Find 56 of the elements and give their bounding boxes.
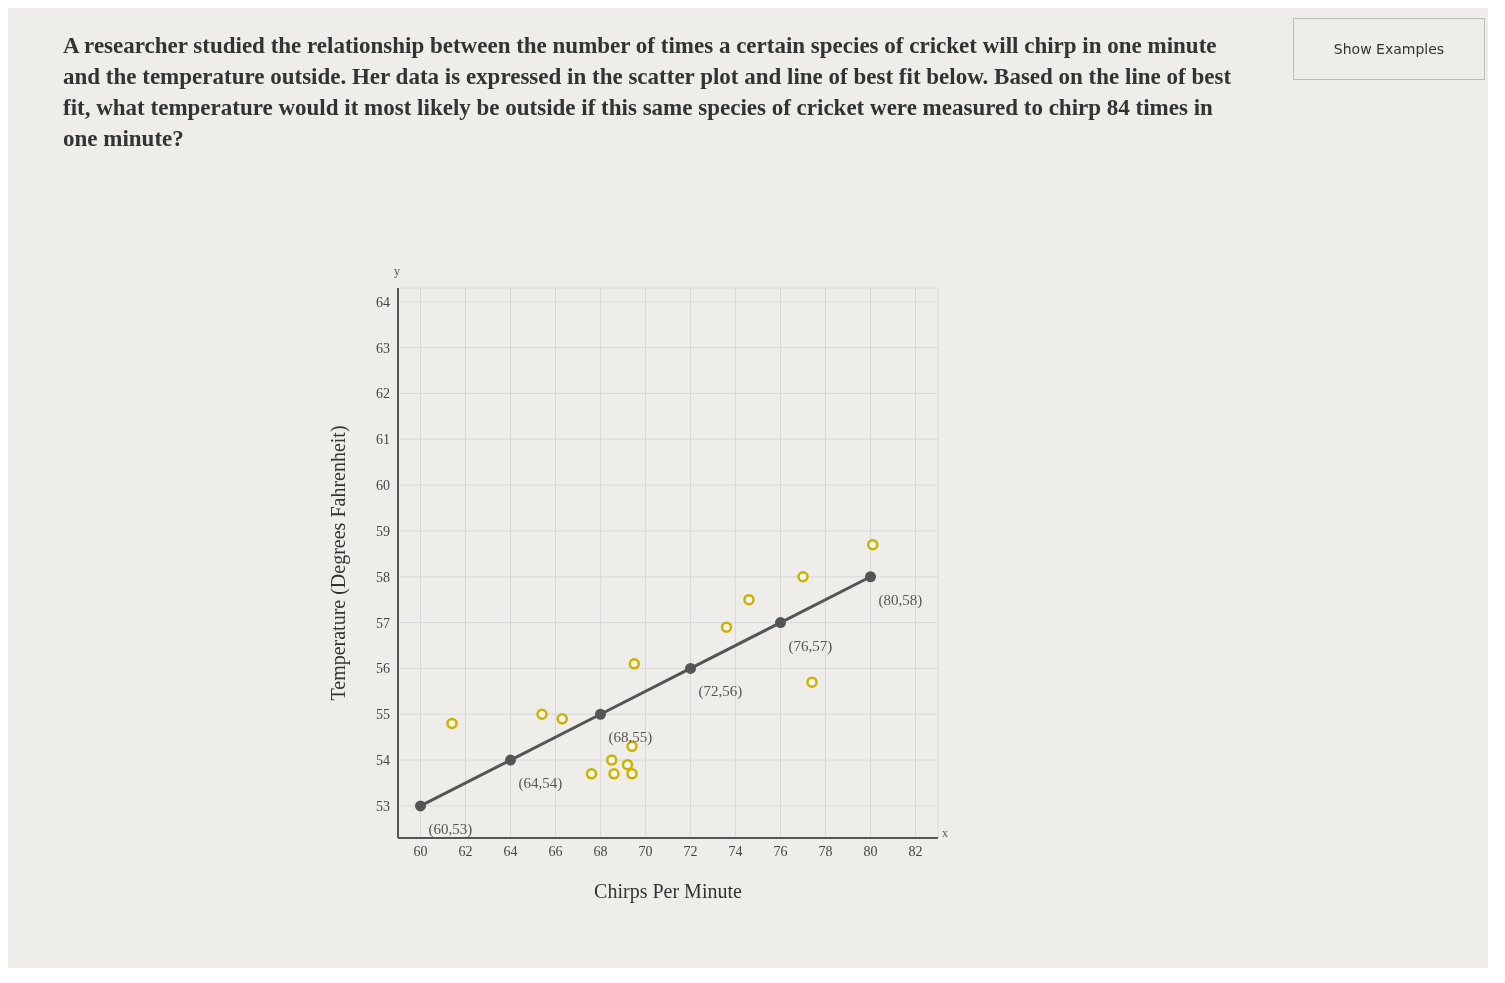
point (865, 571, 876, 583)
y-tick-label: 64 (376, 294, 390, 310)
point (628, 658, 640, 670)
x-tick-label: 82 (908, 843, 923, 859)
point (743, 593, 755, 606)
x-tick-label: 78 (818, 843, 833, 859)
annotation: (76,57) (788, 637, 833, 655)
y-tick-label: 56 (376, 661, 390, 677)
x-tick-label: 68 (593, 843, 608, 859)
point (685, 662, 696, 674)
point (415, 800, 426, 812)
annotation: (72,56) (698, 683, 743, 701)
text: x (942, 826, 948, 841)
point (505, 754, 516, 766)
chart-title: A researcher studied the relationship between the number of times a certain species of cricket will chirp in one minute and the temperature outside. Her data is expressed in the scatter plot and line of best fit below. Based on the line of best fit, what temperature would it most likely be outside if this same species of cricket were measured to chirp 84 times in one minute? (63, 32, 1233, 153)
text: y (394, 264, 400, 279)
y-tick-label: 63 (376, 340, 390, 356)
point (608, 768, 620, 780)
x-tick-label: 60 (413, 843, 428, 859)
x-tick-label: 64 (503, 843, 518, 859)
point (595, 708, 606, 720)
point (536, 708, 548, 720)
point (720, 621, 733, 633)
x-tick-label: 72 (683, 843, 698, 859)
y-tick-label: 61 (376, 432, 390, 448)
y-tick-label: 59 (376, 523, 390, 539)
x-axis-title: Chirps Per Minute (594, 880, 743, 903)
point (806, 676, 818, 688)
y-tick-label: 60 (376, 478, 390, 494)
point (585, 768, 598, 780)
y-tick-label: 57 (376, 615, 390, 631)
point (621, 758, 634, 771)
point (556, 713, 568, 725)
annotation: (68,55) (608, 729, 653, 747)
y-tick-label: 58 (376, 569, 390, 585)
point (775, 617, 786, 629)
point (867, 538, 879, 551)
y-axis-title: Temperature (Degrees Fahrenheit) (327, 425, 351, 701)
x-tick-label: 76 (773, 843, 788, 859)
point (446, 717, 458, 730)
x-tick-label: 74 (728, 843, 743, 859)
y-tick-label: 55 (376, 707, 390, 723)
y-tick-label: 62 (376, 386, 390, 402)
y-tick-label: 54 (376, 753, 390, 769)
annotation: (80,58) (878, 591, 923, 609)
x-tick-label: 66 (548, 843, 563, 859)
point (626, 768, 638, 780)
y-tick-label: 53 (376, 798, 390, 814)
point (606, 754, 618, 766)
annotation: (60,53) (428, 820, 473, 838)
point (797, 571, 809, 583)
x-tick-label: 62 (458, 843, 473, 859)
x-tick-label: 70 (638, 843, 653, 859)
text: Show Examples (1293, 18, 1485, 80)
x-tick-label: 80 (863, 843, 878, 859)
annotation: (64,54) (518, 775, 563, 793)
